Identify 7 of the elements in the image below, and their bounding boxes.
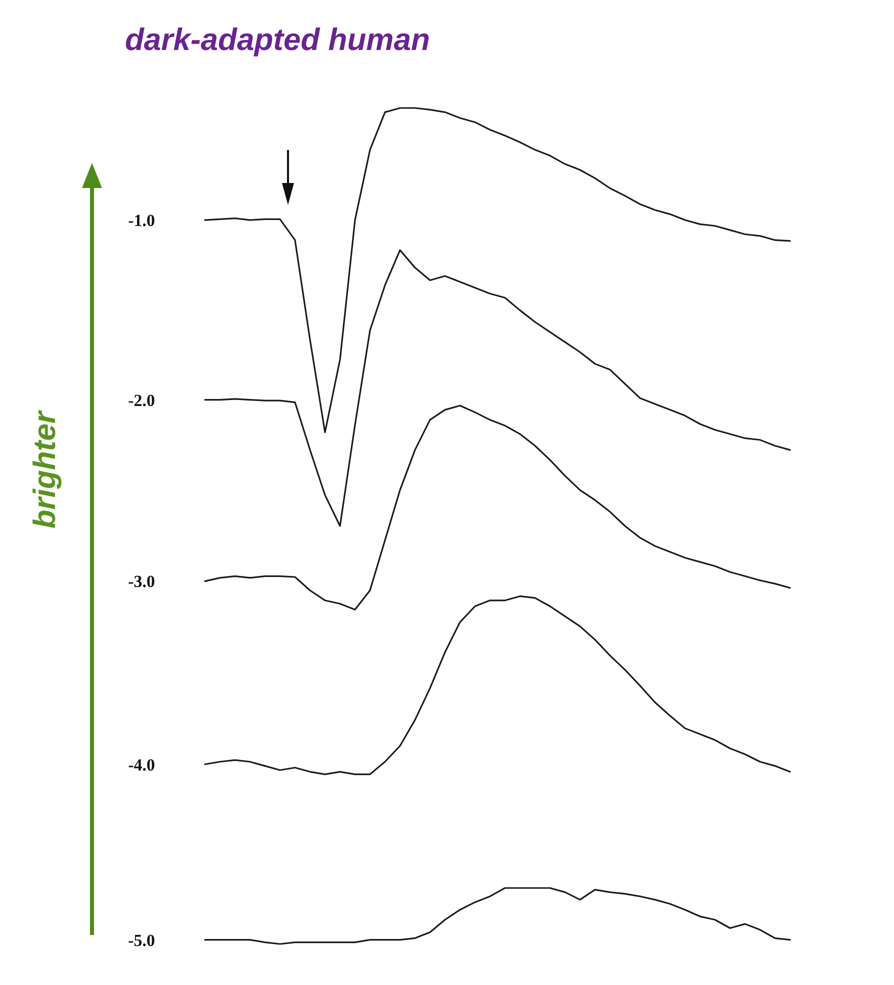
- text: -3.0: [128, 572, 155, 592]
- text: brighter: [27, 410, 62, 529]
- text: -5.0: [128, 930, 155, 950]
- text: -2.0: [128, 390, 155, 410]
- text: -1.0: [128, 211, 155, 230]
- chart-title: dark-adapted human: [125, 22, 430, 57]
- text: -4.0: [128, 755, 155, 774]
